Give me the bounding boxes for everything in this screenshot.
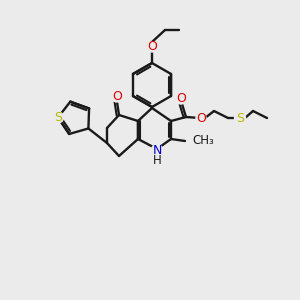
Circle shape [112, 92, 122, 102]
Circle shape [52, 112, 64, 123]
Text: O: O [196, 112, 206, 124]
Text: S: S [54, 111, 62, 124]
Circle shape [235, 112, 245, 124]
Text: N: N [152, 143, 162, 157]
Circle shape [196, 113, 206, 123]
Text: O: O [147, 40, 157, 53]
Text: CH₃: CH₃ [192, 134, 214, 148]
Text: S: S [236, 112, 244, 124]
Text: H: H [153, 154, 161, 166]
Text: O: O [112, 91, 122, 103]
Circle shape [176, 94, 186, 104]
Circle shape [152, 145, 163, 155]
Circle shape [147, 42, 157, 52]
Text: O: O [176, 92, 186, 106]
